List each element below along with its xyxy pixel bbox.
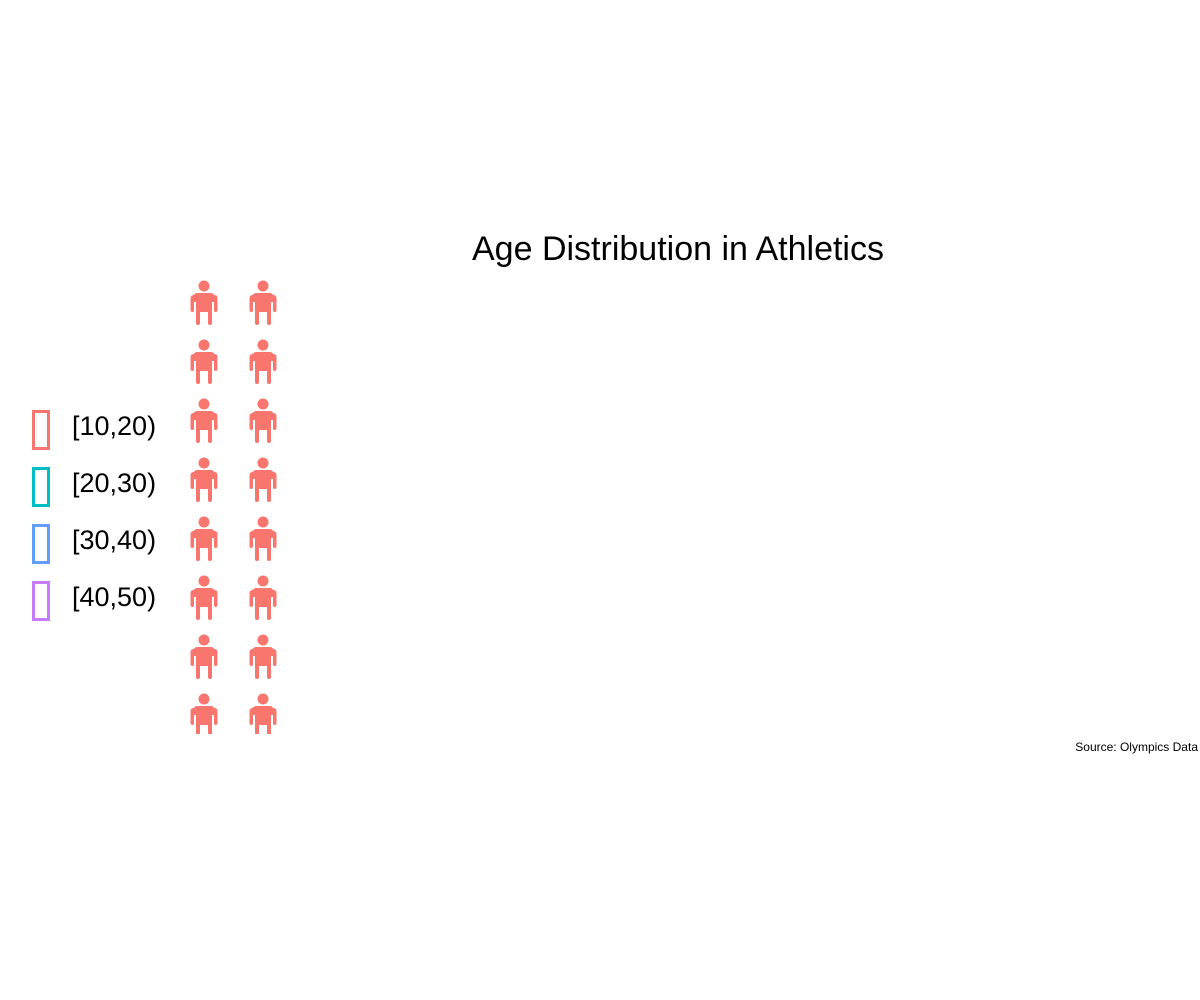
person-icon <box>190 339 218 384</box>
person-icon <box>190 398 218 443</box>
legend-label: [20,30) <box>72 468 157 498</box>
legend-swatch <box>32 410 50 450</box>
legend-item: [10,20) <box>30 408 200 465</box>
legend-item: [30,40) <box>30 522 200 579</box>
person-icon <box>249 575 277 620</box>
person-icon <box>249 693 277 734</box>
legend-swatch <box>32 524 50 564</box>
legend-label: [30,40) <box>72 525 157 555</box>
person-icon <box>249 634 277 679</box>
person-icon <box>190 634 218 679</box>
legend-item: [40,50) <box>30 579 200 636</box>
person-icon <box>249 280 277 325</box>
person-icon <box>190 516 218 561</box>
legend-swatch <box>32 467 50 507</box>
legend-label: [40,50) <box>72 582 157 612</box>
person-icon <box>190 693 218 734</box>
legend-item: [20,30) <box>30 465 200 522</box>
person-icon <box>190 280 218 325</box>
legend: [10,20) [20,30) [30,40) [40,50) <box>30 408 200 636</box>
person-icon <box>249 516 277 561</box>
chart-title: Age Distribution in Athletics <box>472 230 884 268</box>
person-icon <box>249 339 277 384</box>
legend-swatch <box>32 581 50 621</box>
person-icon <box>190 575 218 620</box>
person-icon <box>190 457 218 502</box>
person-icon <box>249 398 277 443</box>
source-caption: Source: Olympics Data <box>1075 740 1198 754</box>
legend-label: [10,20) <box>72 411 157 441</box>
person-icon <box>249 457 277 502</box>
